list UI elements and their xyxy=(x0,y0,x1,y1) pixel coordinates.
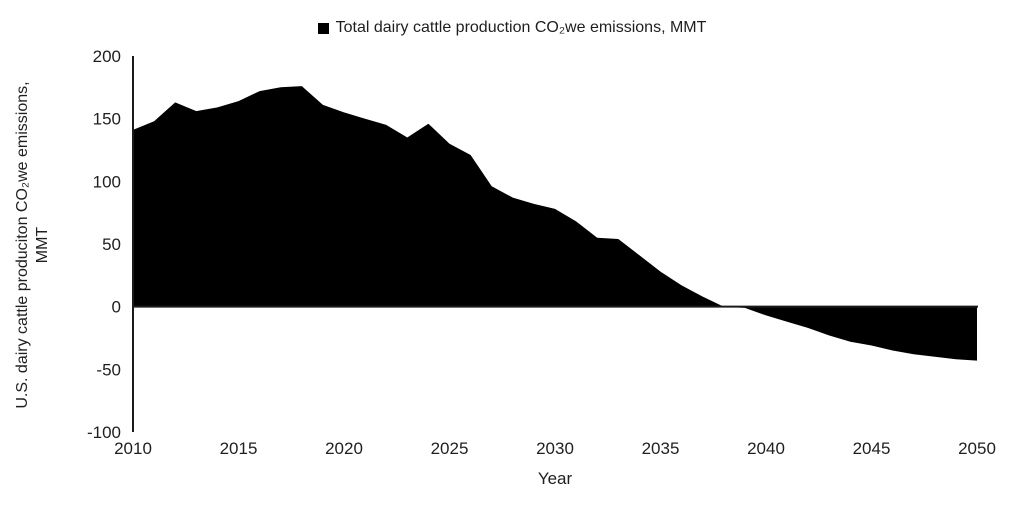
x-tick-label: 2045 xyxy=(853,439,891,458)
y-tick-label: 150 xyxy=(93,110,121,129)
x-axis-title: Year xyxy=(538,469,573,488)
y-tick-label: 0 xyxy=(112,298,121,317)
legend-label: Total dairy cattle production CO₂we emis… xyxy=(335,19,707,36)
y-tick-label: 50 xyxy=(102,235,121,254)
x-tick-label: 2030 xyxy=(536,439,574,458)
y-tick-label: 200 xyxy=(93,47,121,66)
y-tick-label: -50 xyxy=(96,360,121,379)
x-tick-label: 2010 xyxy=(114,439,152,458)
y-tick-label: 100 xyxy=(93,172,121,191)
y-tick-label: -100 xyxy=(87,423,121,442)
x-tick-label: 2025 xyxy=(431,439,469,458)
x-tick-label: 2015 xyxy=(220,439,258,458)
legend-square-marker-icon xyxy=(317,22,329,34)
legend: Total dairy cattle production CO₂we emis… xyxy=(0,19,1024,37)
x-tick-label: 2040 xyxy=(747,439,785,458)
x-tick-label: 2050 xyxy=(958,439,996,458)
x-tick-label: 2035 xyxy=(642,439,680,458)
series-area xyxy=(133,86,977,361)
x-tick-label: 2020 xyxy=(325,439,363,458)
